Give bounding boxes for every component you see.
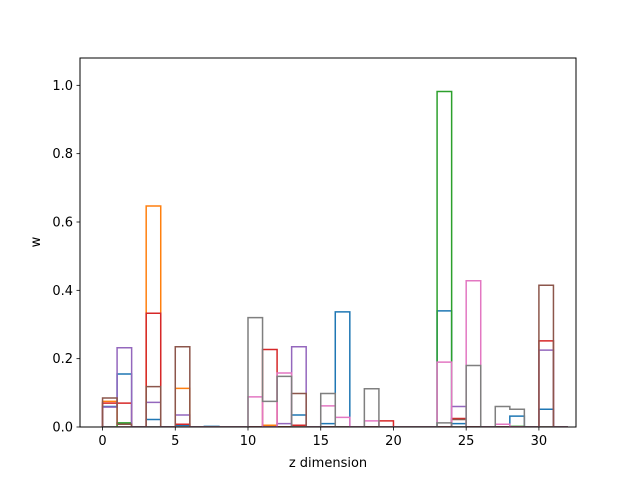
- histogram-outline: [101, 205, 568, 427]
- x-axis-label: z dimension: [289, 456, 367, 471]
- histogram-outline: [102, 280, 568, 427]
- y-axis-label: w: [29, 236, 44, 247]
- histogram-outline: [102, 316, 568, 427]
- x-tick-label: 20: [385, 434, 402, 449]
- histogram-series-8: [102, 316, 568, 427]
- histogram-series-6: [101, 284, 568, 427]
- x-tick-label: 25: [458, 434, 475, 449]
- x-tick-label: 5: [171, 434, 179, 449]
- histogram-outline: [101, 345, 568, 427]
- histogram-series-group: [101, 90, 568, 427]
- x-tick-label: 30: [531, 434, 548, 449]
- y-tick-label: 0.4: [52, 284, 73, 299]
- y-axis-ticks: 0.0 0.2 0.4 0.6 0.8 1.0: [52, 79, 80, 436]
- histogram-series-7: [102, 280, 568, 427]
- y-tick-label: 0.2: [52, 352, 73, 367]
- y-tick-label: 0.6: [52, 216, 73, 231]
- y-tick-label: 0.8: [52, 147, 73, 162]
- plot-frame: [79, 57, 577, 428]
- y-tick-label: 0.0: [52, 421, 73, 436]
- histogram-outline: [101, 284, 568, 427]
- y-tick-label: 1.0: [52, 79, 73, 94]
- x-axis-ticks: 0 5 10 15 20 25 30: [98, 427, 547, 449]
- histogram-series-5: [101, 345, 568, 427]
- histogram-series-2: [101, 205, 568, 427]
- x-tick-label: 15: [312, 434, 329, 449]
- x-tick-label: 10: [240, 434, 257, 449]
- x-tick-label: 0: [98, 434, 106, 449]
